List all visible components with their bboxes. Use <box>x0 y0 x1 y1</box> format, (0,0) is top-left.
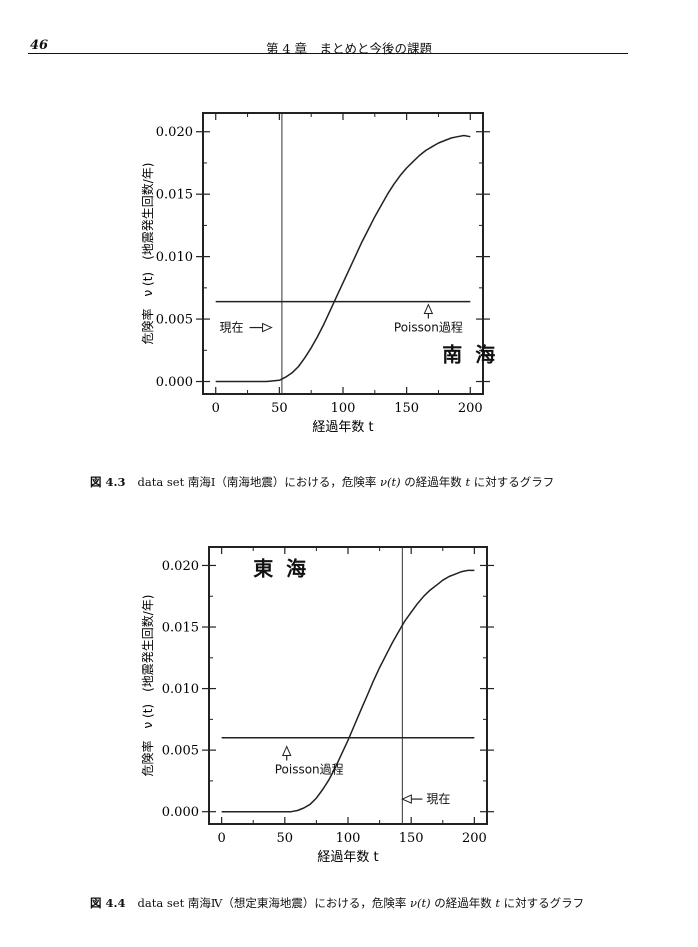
x-tick-label: 150 <box>399 831 424 846</box>
header-rule <box>28 53 628 54</box>
caption-math-t: t <box>495 896 501 910</box>
x-tick-label: 200 <box>462 831 487 846</box>
x-tick-label: 50 <box>277 831 294 846</box>
y-tick-label: 0.020 <box>162 559 199 574</box>
arrow-head <box>423 303 434 315</box>
y-tick-label: 0.010 <box>156 250 193 265</box>
x-tick-label: 50 <box>271 401 288 416</box>
plot-frame <box>208 546 488 825</box>
arrow-head <box>281 745 292 757</box>
y-axis-label: 危険率 ν (t) (地震発生回数/年) <box>140 163 155 345</box>
hazard-rate-curve <box>215 134 471 383</box>
x-tick-label: 0 <box>217 831 225 846</box>
annotation-label: Poisson過程 <box>275 762 344 777</box>
caption-text: の経過年数 <box>430 896 496 910</box>
y-axis-label: 危険率 ν (t) (地震発生回数/年) <box>140 595 155 777</box>
y-tick-label: 0.000 <box>162 805 199 820</box>
y-tick-label: 0.000 <box>156 375 193 390</box>
x-tick-label: 150 <box>394 401 419 416</box>
y-tick-label: 0.005 <box>162 744 199 759</box>
caption-text: に対するグラフ <box>500 896 585 910</box>
x-tick-label: 100 <box>336 831 361 846</box>
figure-label: 図 4.3 <box>90 475 126 489</box>
y-tick-label: 0.015 <box>156 188 193 203</box>
caption-text: に対するグラフ <box>470 475 555 489</box>
annotation-label: 現在 <box>220 321 244 335</box>
y-tick-label: 0.005 <box>156 313 193 328</box>
caption-math-nu: ν(t) <box>410 896 431 910</box>
figure-label: 図 4.4 <box>90 896 126 910</box>
caption-text: data set 南海Ⅰ（南海地震）における，危険率 <box>137 475 381 489</box>
caption-math-nu: ν(t) <box>380 475 401 489</box>
caption-math-t: t <box>465 475 471 489</box>
x-tick-label: 200 <box>458 401 483 416</box>
figure-caption-4-4: 図 4.4 data set 南海Ⅳ（想定東海地震）における，危険率 ν(t) の… <box>90 895 590 911</box>
annotation-label: 現在 <box>426 792 450 806</box>
region-label: 南 海 <box>442 343 498 367</box>
x-tick-label: 100 <box>331 401 356 416</box>
caption-text: data set 南海Ⅳ（想定東海地震）における，危険率 <box>137 896 410 910</box>
arrow-head <box>401 794 412 804</box>
figure-caption-4-3: 図 4.3 data set 南海Ⅰ（南海地震）における，危険率 ν(t) の経過… <box>90 474 590 490</box>
hazard-rate-curve <box>221 569 475 813</box>
region-label: 東 海 <box>253 556 309 580</box>
running-header: 第 4 章 まとめと今後の課題 <box>266 41 432 56</box>
annotation-label: Poisson過程 <box>394 320 463 335</box>
page-number: 46 <box>30 38 49 53</box>
y-tick-label: 0.015 <box>162 621 199 636</box>
y-tick-label: 0.020 <box>156 125 193 140</box>
x-tick-label: 0 <box>212 401 220 416</box>
x-axis-label: 経過年数 t <box>317 850 378 865</box>
caption-text: の経過年数 <box>400 475 466 489</box>
y-tick-label: 0.010 <box>162 682 199 697</box>
arrow-head <box>262 322 273 333</box>
x-axis-label: 経過年数 t <box>312 420 373 435</box>
